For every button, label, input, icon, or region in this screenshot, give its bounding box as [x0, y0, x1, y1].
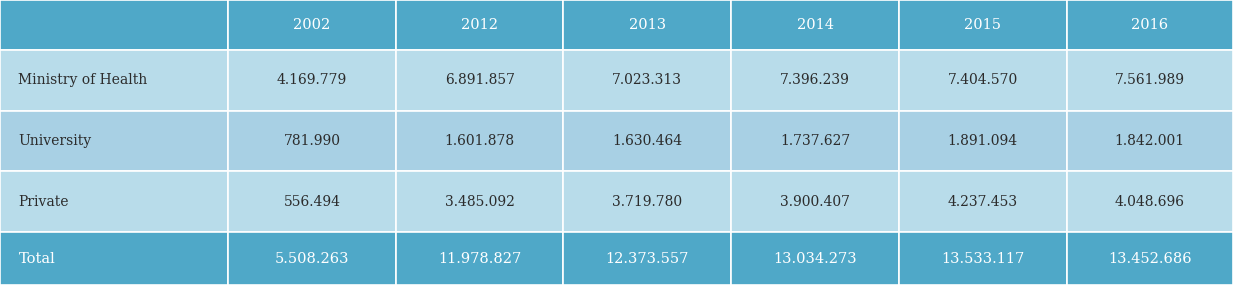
Text: 2013: 2013 [629, 18, 666, 32]
Text: 1.737.627: 1.737.627 [780, 134, 850, 148]
Text: 11.978.827: 11.978.827 [438, 252, 522, 266]
Bar [0, 0, 228, 50]
Bar [899, 0, 1067, 50]
Text: 13.034.273: 13.034.273 [773, 252, 857, 266]
Text: 2014: 2014 [797, 18, 834, 32]
Bar [899, 232, 1067, 285]
Text: 2002: 2002 [293, 18, 330, 32]
Text: University: University [18, 134, 91, 148]
Bar [396, 0, 563, 50]
Bar [731, 172, 899, 232]
Bar [228, 0, 396, 50]
Bar [731, 50, 899, 111]
Text: 13.452.686: 13.452.686 [1108, 252, 1191, 266]
Text: 3.485.092: 3.485.092 [445, 195, 514, 209]
Text: Private: Private [18, 195, 69, 209]
Bar [228, 50, 396, 111]
Text: 7.561.989: 7.561.989 [1115, 73, 1185, 87]
Bar [1067, 172, 1233, 232]
Bar [1067, 111, 1233, 172]
Text: 12.373.557: 12.373.557 [605, 252, 689, 266]
Bar [396, 232, 563, 285]
Bar [0, 111, 228, 172]
Text: 6.891.857: 6.891.857 [445, 73, 514, 87]
Bar [228, 111, 396, 172]
Text: 556.494: 556.494 [284, 195, 340, 209]
Text: 1.630.464: 1.630.464 [613, 134, 682, 148]
Text: 1.601.878: 1.601.878 [445, 134, 514, 148]
Bar [228, 232, 396, 285]
Text: 1.842.001: 1.842.001 [1115, 134, 1185, 148]
Bar [731, 0, 899, 50]
Text: 3.900.407: 3.900.407 [780, 195, 850, 209]
Bar [396, 111, 563, 172]
Bar [563, 0, 731, 50]
Bar [1067, 232, 1233, 285]
Text: 3.719.780: 3.719.780 [613, 195, 682, 209]
Bar [563, 50, 731, 111]
Text: 1.891.094: 1.891.094 [948, 134, 1017, 148]
Bar [899, 172, 1067, 232]
Text: 4.237.453: 4.237.453 [948, 195, 1017, 209]
Bar [563, 111, 731, 172]
Bar [1067, 0, 1233, 50]
Text: Ministry of Health: Ministry of Health [18, 73, 148, 87]
Text: 2015: 2015 [964, 18, 1001, 32]
Text: Total: Total [18, 252, 55, 266]
Bar [396, 172, 563, 232]
Text: 7.404.570: 7.404.570 [948, 73, 1017, 87]
Bar [0, 172, 228, 232]
Text: 2012: 2012 [461, 18, 498, 32]
Text: 4.169.779: 4.169.779 [277, 73, 346, 87]
Text: 781.990: 781.990 [284, 134, 340, 148]
Text: 4.048.696: 4.048.696 [1115, 195, 1185, 209]
Bar [0, 50, 228, 111]
Text: 7.396.239: 7.396.239 [780, 73, 850, 87]
Text: 7.023.313: 7.023.313 [613, 73, 682, 87]
Bar [731, 232, 899, 285]
Text: 13.533.117: 13.533.117 [941, 252, 1025, 266]
Bar [396, 50, 563, 111]
Bar [731, 111, 899, 172]
Bar [899, 50, 1067, 111]
Bar [899, 111, 1067, 172]
Bar [563, 172, 731, 232]
Bar [1067, 50, 1233, 111]
Bar [563, 232, 731, 285]
Text: 2016: 2016 [1131, 18, 1169, 32]
Bar [0, 232, 228, 285]
Bar [228, 172, 396, 232]
Text: 5.508.263: 5.508.263 [275, 252, 349, 266]
